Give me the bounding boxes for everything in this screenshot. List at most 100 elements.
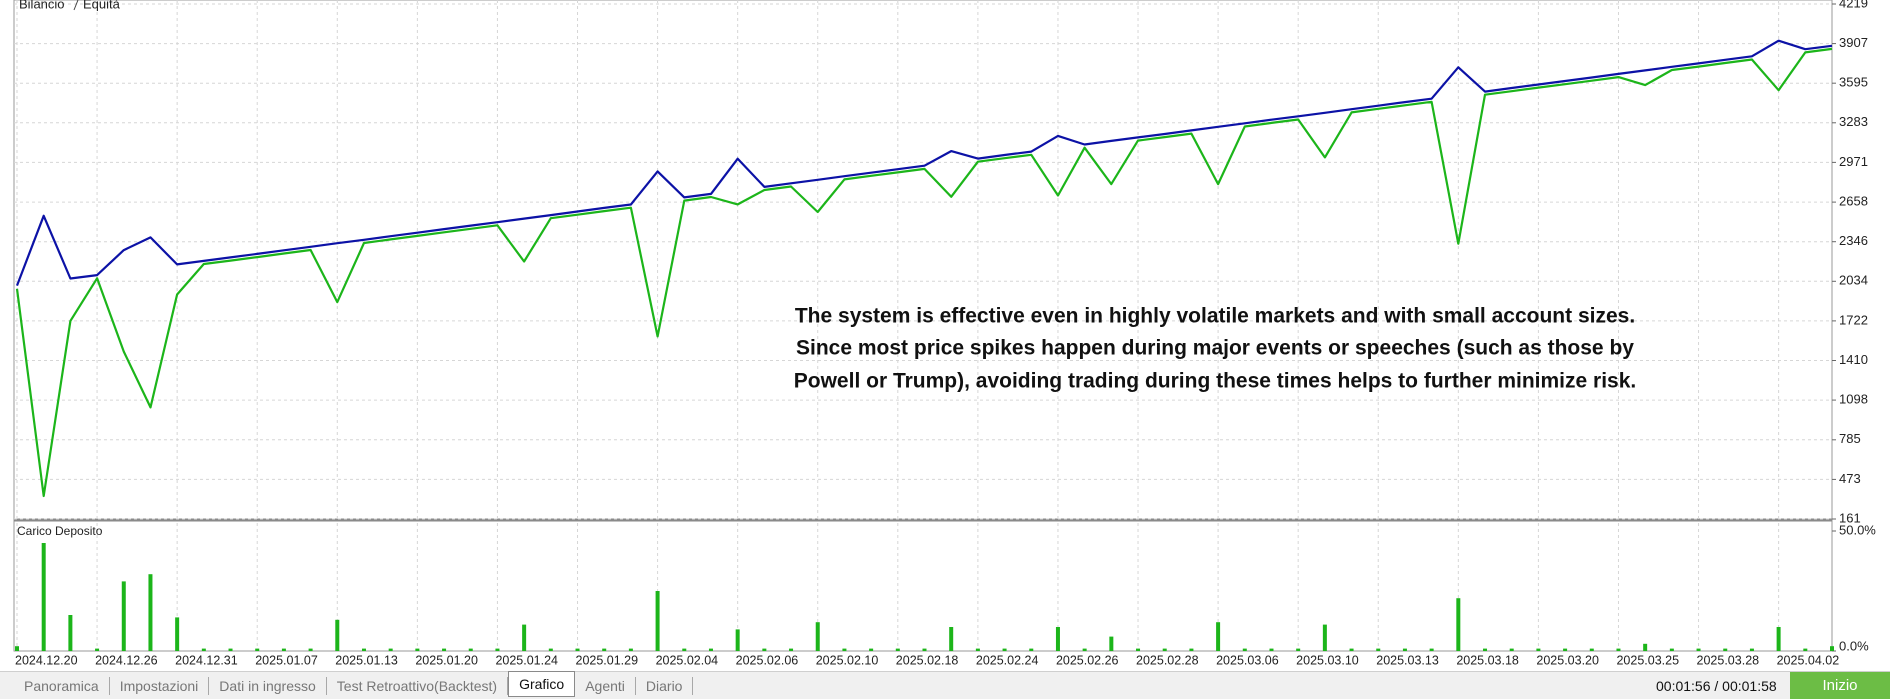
legend-balance: Bilancio [19, 0, 65, 11]
load-bar [602, 648, 607, 651]
load-bar [548, 648, 553, 651]
tab[interactable]: Dati in ingresso [209, 676, 327, 695]
load-bar [201, 648, 206, 651]
load-bar [1830, 646, 1834, 651]
load-bar [1749, 648, 1754, 651]
equity-line [15, 47, 1833, 498]
load-bar [1483, 648, 1488, 651]
y-tick-label: 3907 [1839, 35, 1868, 50]
load-bar [1723, 648, 1728, 651]
load-bar [361, 648, 366, 651]
load-bar [228, 648, 233, 651]
x-tick-label: 2025.02.28 [1136, 653, 1199, 667]
load-bar [1002, 648, 1007, 651]
load-bar [1456, 598, 1461, 651]
load-bar [495, 648, 500, 651]
load-bar [68, 615, 73, 651]
load-bar [388, 648, 393, 651]
y-tick-label: 473 [1839, 471, 1861, 486]
x-tick-label: 2025.02.06 [736, 653, 799, 667]
y-tick-label: 1410 [1839, 352, 1868, 367]
load-bar [1109, 636, 1114, 651]
load-bar [468, 648, 473, 651]
load-bar [1776, 627, 1781, 651]
load-bar [335, 619, 340, 651]
load-bar [1055, 627, 1060, 651]
y-tick-label: 785 [1839, 431, 1861, 446]
x-tick-label: 2025.03.28 [1697, 653, 1760, 667]
x-tick-label: 2025.03.06 [1216, 653, 1279, 667]
load-bar [1376, 648, 1381, 651]
tab[interactable]: Panoramica [14, 676, 110, 695]
y-tick-label: 3283 [1839, 114, 1868, 129]
load-bar [1589, 648, 1594, 651]
load-bar [415, 648, 420, 651]
load-bar [1242, 648, 1247, 651]
tab[interactable]: Test Retroattivo(Backtest) [327, 676, 509, 695]
load-bar [308, 648, 313, 651]
load-bar [762, 648, 767, 651]
lower-panel-title: Carico Deposito [17, 524, 103, 538]
x-tick-label: 2025.01.20 [415, 653, 478, 667]
y-tick-label: 50.0% [1839, 522, 1876, 537]
load-bar [1216, 622, 1221, 651]
tab[interactable]: Agenti [575, 676, 636, 695]
load-bar [1563, 648, 1568, 651]
timer: 00:01:56 / 00:01:58 [1656, 678, 1777, 694]
x-tick-label: 2025.02.10 [816, 653, 879, 667]
load-bar [682, 648, 687, 651]
x-tick-label: 2025.03.25 [1616, 653, 1679, 667]
x-tick-label: 2025.03.10 [1296, 653, 1359, 667]
load-bar [522, 624, 527, 651]
load-bar [281, 648, 286, 651]
load-bar [175, 617, 180, 651]
load-bar [628, 648, 633, 651]
x-tick-label: 2025.02.04 [656, 653, 719, 667]
load-bar [735, 629, 740, 651]
load-bar [1029, 648, 1034, 651]
tab[interactable]: Diario [636, 676, 694, 695]
x-tick-label: 2024.12.26 [95, 653, 158, 667]
tab-bar: Panoramica Impostazioni Dati in ingresso Te… [0, 671, 1890, 699]
load-bar [442, 648, 447, 651]
load-bar [895, 648, 900, 651]
y-tick-label: 4219 [1839, 0, 1868, 10]
x-tick-label: 2025.01.07 [255, 653, 318, 667]
annotation: The system is effective even in highly v… [795, 305, 1635, 328]
load-bar [1509, 648, 1514, 651]
y-tick-label: 0.0% [1839, 638, 1869, 653]
x-tick-label: 2025.04.02 [1777, 653, 1840, 667]
y-tick-label: 2658 [1839, 194, 1868, 209]
y-tick-label: 1722 [1839, 312, 1868, 327]
load-bar [1669, 648, 1674, 651]
load-bar [949, 627, 954, 651]
annotation: Since most price spikes happen during ma… [796, 337, 1634, 360]
load-bar [1402, 648, 1407, 651]
load-bar [842, 648, 847, 651]
start-button[interactable]: Inizio [1790, 672, 1890, 699]
load-bar [1696, 648, 1701, 651]
x-tick-label: 2025.02.24 [976, 653, 1039, 667]
y-tick-label: 161 [1839, 510, 1861, 525]
x-tick-label: 2025.03.13 [1376, 653, 1439, 667]
x-tick-label: 2024.12.20 [15, 653, 78, 667]
load-bar [1322, 624, 1327, 651]
x-tick-label: 2025.01.13 [335, 653, 398, 667]
y-tick-label: 2971 [1839, 154, 1868, 169]
load-bar [975, 648, 980, 651]
load-bar [1189, 648, 1194, 651]
load-bar [789, 648, 794, 651]
x-tick-label: 2025.03.20 [1536, 653, 1599, 667]
y-tick-label: 1098 [1839, 392, 1868, 407]
chart: Bilancio Equità Carico Deposito The syst… [13, 0, 1876, 667]
balance-line [15, 39, 1833, 286]
y-tick-label: 2034 [1839, 273, 1868, 288]
tab[interactable]: Impostazioni [110, 676, 210, 695]
load-bar [95, 648, 100, 651]
legend-separator [73, 0, 79, 11]
load-bar [1082, 648, 1087, 651]
tab[interactable]: Grafico [508, 671, 576, 697]
load-bar [922, 648, 927, 651]
x-tick-label: 2025.01.24 [495, 653, 558, 667]
